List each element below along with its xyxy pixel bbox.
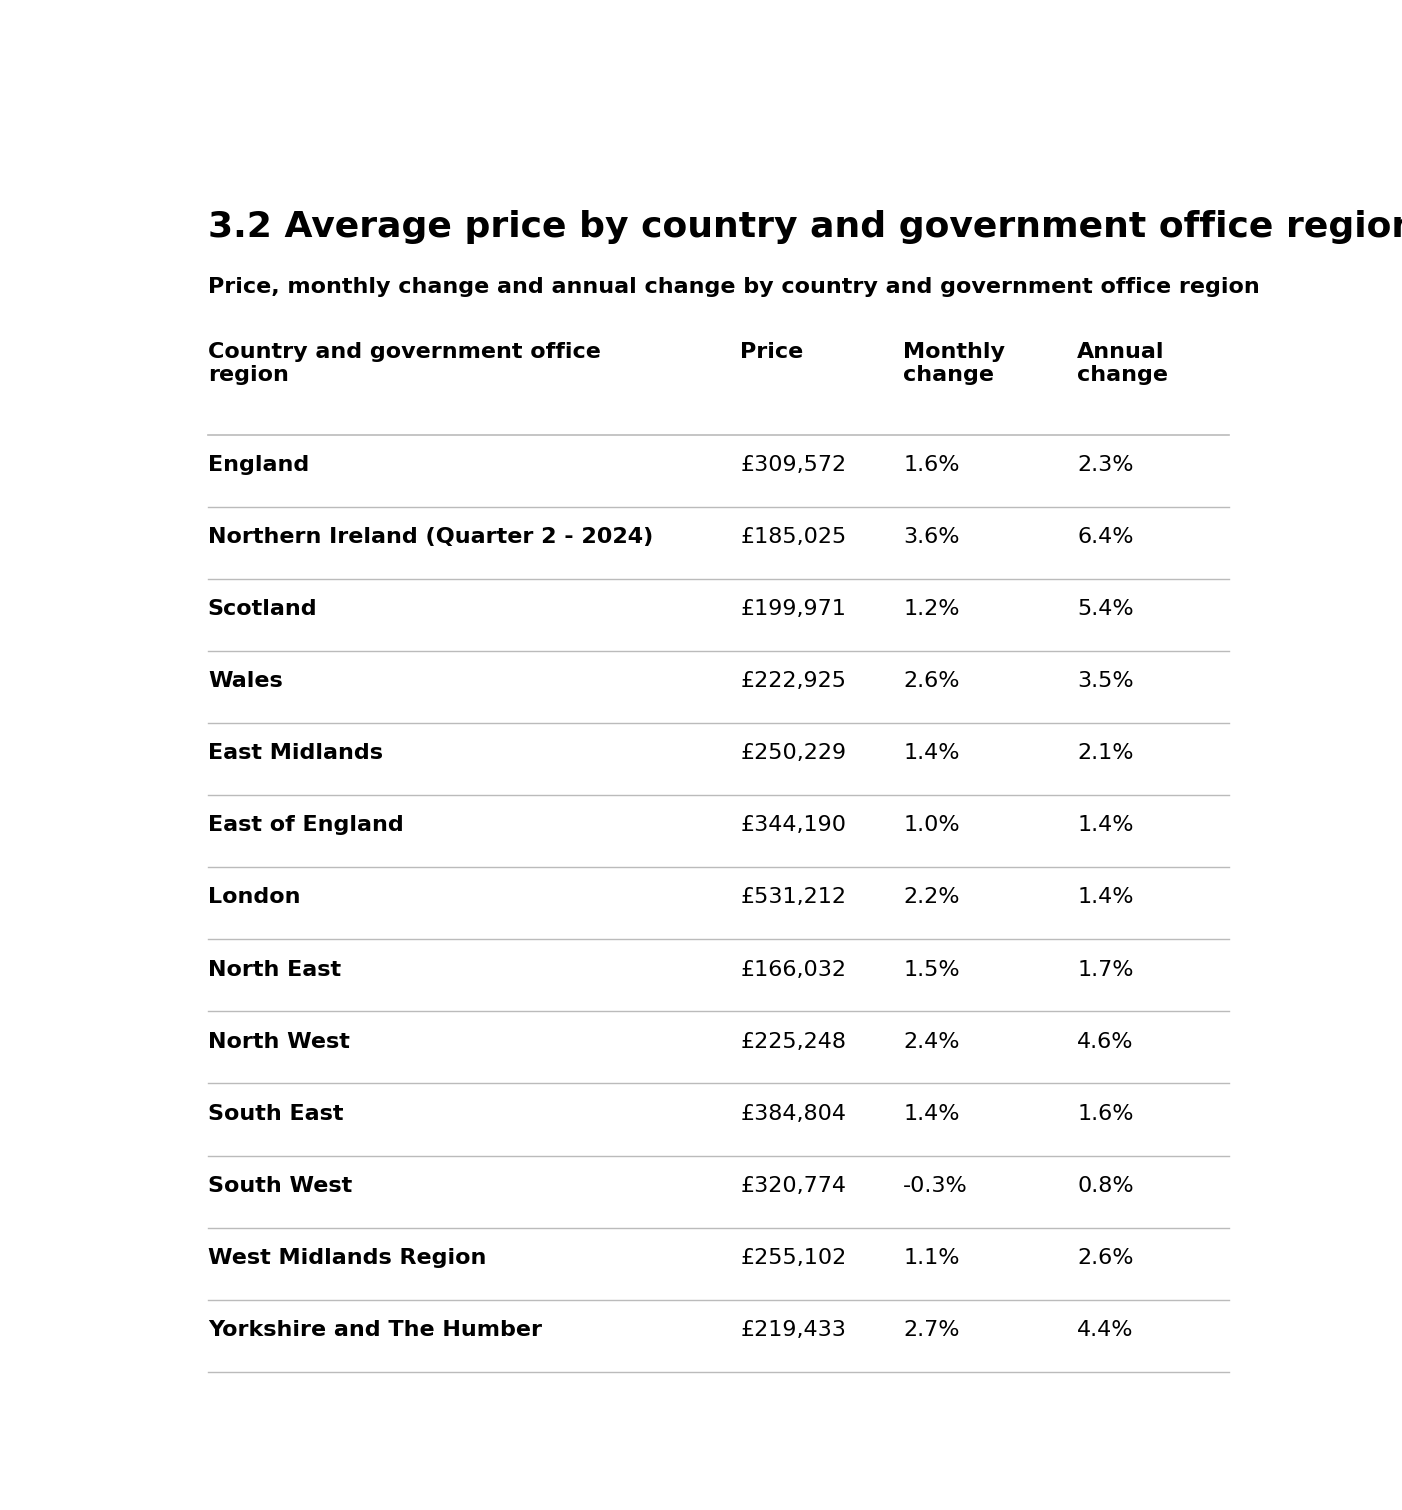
- Text: 1.4%: 1.4%: [1077, 888, 1134, 908]
- Text: 2.6%: 2.6%: [1077, 1247, 1134, 1268]
- Text: 1.1%: 1.1%: [903, 1247, 960, 1268]
- Text: Monthly
change: Monthly change: [903, 341, 1005, 385]
- Text: 1.4%: 1.4%: [903, 743, 960, 763]
- Text: 3.2 Average price by country and government office region: 3.2 Average price by country and governm…: [207, 210, 1402, 245]
- Text: 2.2%: 2.2%: [903, 888, 960, 908]
- Text: 1.6%: 1.6%: [1077, 1104, 1134, 1123]
- Text: Wales: Wales: [207, 672, 283, 692]
- Text: 2.6%: 2.6%: [903, 672, 960, 692]
- Text: 1.2%: 1.2%: [903, 599, 960, 619]
- Text: 2.3%: 2.3%: [1077, 455, 1134, 476]
- Text: 2.1%: 2.1%: [1077, 743, 1134, 763]
- Text: 2.4%: 2.4%: [903, 1031, 960, 1051]
- Text: London: London: [207, 888, 300, 908]
- Text: West Midlands Region: West Midlands Region: [207, 1247, 486, 1268]
- Text: Price, monthly change and annual change by country and government office region: Price, monthly change and annual change …: [207, 276, 1259, 296]
- Text: -0.3%: -0.3%: [903, 1176, 967, 1196]
- Text: South East: South East: [207, 1104, 343, 1123]
- Text: East of England: East of England: [207, 815, 404, 835]
- Text: £222,925: £222,925: [740, 672, 847, 692]
- Text: £199,971: £199,971: [740, 599, 847, 619]
- Text: North West: North West: [207, 1031, 349, 1051]
- Text: £309,572: £309,572: [740, 455, 847, 476]
- Text: 6.4%: 6.4%: [1077, 527, 1134, 547]
- Text: Scotland: Scotland: [207, 599, 317, 619]
- Text: 5.4%: 5.4%: [1077, 599, 1134, 619]
- Text: Yorkshire and The Humber: Yorkshire and The Humber: [207, 1320, 541, 1339]
- Text: £166,032: £166,032: [740, 959, 847, 980]
- Text: £225,248: £225,248: [740, 1031, 847, 1051]
- Text: Country and government office
region: Country and government office region: [207, 341, 600, 385]
- Text: £320,774: £320,774: [740, 1176, 847, 1196]
- Text: 1.0%: 1.0%: [903, 815, 960, 835]
- Text: £344,190: £344,190: [740, 815, 847, 835]
- Text: £219,433: £219,433: [740, 1320, 847, 1339]
- Text: 1.4%: 1.4%: [1077, 815, 1134, 835]
- Text: Annual
change: Annual change: [1077, 341, 1168, 385]
- Text: 1.7%: 1.7%: [1077, 959, 1134, 980]
- Text: Price: Price: [740, 341, 803, 362]
- Text: 0.8%: 0.8%: [1077, 1176, 1134, 1196]
- Text: 2.7%: 2.7%: [903, 1320, 960, 1339]
- Text: South West: South West: [207, 1176, 352, 1196]
- Text: Northern Ireland (Quarter 2 - 2024): Northern Ireland (Quarter 2 - 2024): [207, 527, 653, 547]
- Text: England: England: [207, 455, 308, 476]
- Text: £250,229: £250,229: [740, 743, 847, 763]
- Text: 1.6%: 1.6%: [903, 455, 960, 476]
- Text: North East: North East: [207, 959, 341, 980]
- Text: 1.5%: 1.5%: [903, 959, 960, 980]
- Text: 4.4%: 4.4%: [1077, 1320, 1134, 1339]
- Text: £384,804: £384,804: [740, 1104, 847, 1123]
- Text: East Midlands: East Midlands: [207, 743, 383, 763]
- Text: 1.4%: 1.4%: [903, 1104, 960, 1123]
- Text: £185,025: £185,025: [740, 527, 847, 547]
- Text: £531,212: £531,212: [740, 888, 847, 908]
- Text: 3.5%: 3.5%: [1077, 672, 1134, 692]
- Text: 3.6%: 3.6%: [903, 527, 960, 547]
- Text: £255,102: £255,102: [740, 1247, 847, 1268]
- Text: 4.6%: 4.6%: [1077, 1031, 1134, 1051]
